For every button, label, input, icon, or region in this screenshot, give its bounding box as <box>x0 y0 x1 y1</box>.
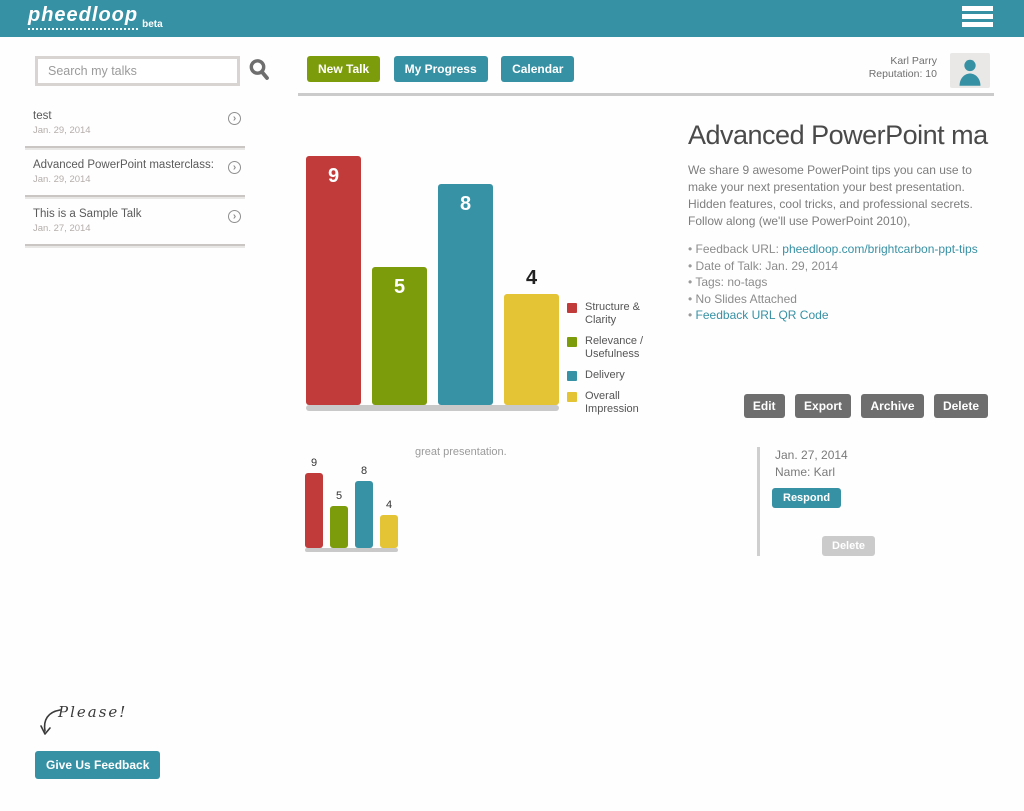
edit-button[interactable]: Edit <box>743 394 785 418</box>
qr-code-link[interactable]: Feedback URL QR Code <box>695 308 829 322</box>
detail-qr-code: Feedback URL QR Code <box>688 308 990 324</box>
chevron-right-icon: › <box>228 161 241 174</box>
person-icon <box>959 59 981 86</box>
bar-value-label: 4 <box>385 499 393 511</box>
export-button[interactable]: Export <box>795 394 852 418</box>
rating-bar-chart: 9 5 8 4 <box>306 150 559 411</box>
divider <box>25 244 245 246</box>
feedback-bar-chart: 9 5 8 4 <box>305 457 398 552</box>
divider <box>298 93 994 96</box>
chart-baseline <box>305 548 398 552</box>
archive-button[interactable]: Archive <box>861 394 924 418</box>
bar-value-label: 9 <box>310 457 318 469</box>
talk-detail: Advanced PowerPoint ma… We share 9 aweso… <box>688 120 990 325</box>
bar-overall-impression <box>380 515 398 548</box>
search-icon[interactable] <box>248 57 270 83</box>
bar-structure-clarity <box>305 473 323 548</box>
please-note: Please! <box>58 703 128 721</box>
divider <box>25 195 245 197</box>
detail-slides: No Slides Attached <box>688 292 990 308</box>
detail-date-of-talk: Date of Talk: Jan. 29, 2014 <box>688 259 990 275</box>
legend-label: Delivery <box>585 369 625 381</box>
give-feedback-button[interactable]: Give Us Feedback <box>35 751 161 779</box>
talk-list-item[interactable]: test Jan. 29, 2014 › <box>25 104 245 144</box>
beta-badge: beta <box>142 19 163 30</box>
detail-feedback-url: Feedback URL: pheedloop.com/brightcarbon… <box>688 242 990 258</box>
bar-value-label: 5 <box>393 276 406 298</box>
legend-swatch <box>567 392 577 402</box>
feedback-comment: great presentation. <box>415 446 507 458</box>
chevron-right-icon: › <box>228 210 241 223</box>
legend-item-structure-clarity: Structure & Clarity <box>567 301 659 327</box>
user-reputation: Reputation: 10 <box>868 68 937 80</box>
talk-list: test Jan. 29, 2014 › Advanced PowerPoint… <box>25 104 245 251</box>
bar-value-label: 8 <box>459 193 472 215</box>
feedback-delete-button[interactable]: Delete <box>822 536 876 556</box>
feedback-author: Name: Karl <box>775 465 836 479</box>
feedback-url-link[interactable]: pheedloop.com/brightcarbon-ppt-tips <box>782 242 978 256</box>
feedback-date: Jan. 27, 2014 <box>775 448 848 462</box>
legend-swatch <box>567 337 577 347</box>
divider <box>25 146 245 148</box>
bar-value-label: 5 <box>335 490 343 502</box>
talk-item-title: test <box>33 110 52 122</box>
legend-label: Relevance / Usefulness <box>585 335 644 360</box>
bar-delivery <box>355 481 373 548</box>
app-header: pheedloop beta <box>0 0 1024 37</box>
calendar-button[interactable]: Calendar <box>501 56 575 82</box>
bar-value-label: 4 <box>525 267 538 289</box>
detail-tags: Tags: no-tags <box>688 275 990 291</box>
bar-relevance-usefulness <box>330 506 348 548</box>
legend-swatch <box>567 303 577 313</box>
legend-label: Overall Impression <box>585 390 639 415</box>
legend-item-overall-impression: Overall Impression <box>567 390 659 416</box>
talk-item-title: This is a Sample Talk <box>33 208 142 220</box>
search-input[interactable] <box>35 56 240 86</box>
talk-item-date: Jan. 27, 2014 <box>33 223 91 234</box>
avatar[interactable] <box>950 53 990 88</box>
legend-item-delivery: Delivery <box>567 369 659 382</box>
talk-actions: Edit Export Archive Delete <box>298 394 988 418</box>
hamburger-menu-icon[interactable] <box>962 6 993 30</box>
talk-list-item[interactable]: Advanced PowerPoint masterclass: 9 a... … <box>25 153 245 193</box>
chevron-right-icon: › <box>228 112 241 125</box>
legend-item-relevance-usefulness: Relevance / Usefulness <box>567 335 659 361</box>
chart-baseline <box>306 405 559 411</box>
legend-swatch <box>567 371 577 381</box>
talk-item-date: Jan. 29, 2014 <box>33 125 91 136</box>
my-progress-button[interactable]: My Progress <box>393 56 488 82</box>
bar-value-label: 8 <box>360 465 368 477</box>
talk-title: Advanced PowerPoint ma… <box>688 120 990 150</box>
logo-text: pheedloop <box>28 4 139 30</box>
respond-button[interactable]: Respond <box>772 488 842 508</box>
toolbar: New Talk My Progress Calendar <box>307 56 583 82</box>
bar-overall-impression <box>504 294 559 405</box>
user-name: Karl Parry <box>890 55 937 67</box>
bar-structure-clarity: 9 <box>306 156 361 405</box>
talk-description: We share 9 awesome PowerPoint tips you c… <box>688 163 973 228</box>
talk-item-date: Jan. 29, 2014 <box>33 174 91 185</box>
feedback-meta: Jan. 27, 2014 Name: Karl <box>775 447 848 481</box>
bar-relevance-usefulness: 5 <box>372 267 427 405</box>
hand-drawn-arrow-icon <box>38 706 64 745</box>
chart-legend: Structure & Clarity Relevance / Usefulnes… <box>567 301 659 424</box>
new-talk-button[interactable]: New Talk <box>307 56 381 82</box>
app-logo[interactable]: pheedloop beta <box>28 4 163 30</box>
bar-delivery: 8 <box>438 184 493 405</box>
legend-label: Structure & Clarity <box>585 301 641 326</box>
divider <box>757 447 760 556</box>
talk-details-list: Feedback URL: pheedloop.com/brightcarbon… <box>688 242 990 324</box>
delete-button[interactable]: Delete <box>933 394 988 418</box>
talk-item-title: Advanced PowerPoint masterclass: 9 a... <box>33 159 215 171</box>
talk-list-item[interactable]: This is a Sample Talk Jan. 27, 2014 › <box>25 202 245 242</box>
user-info: Karl Parry Reputation: 10 <box>817 55 937 81</box>
bar-value-label: 9 <box>327 165 340 187</box>
